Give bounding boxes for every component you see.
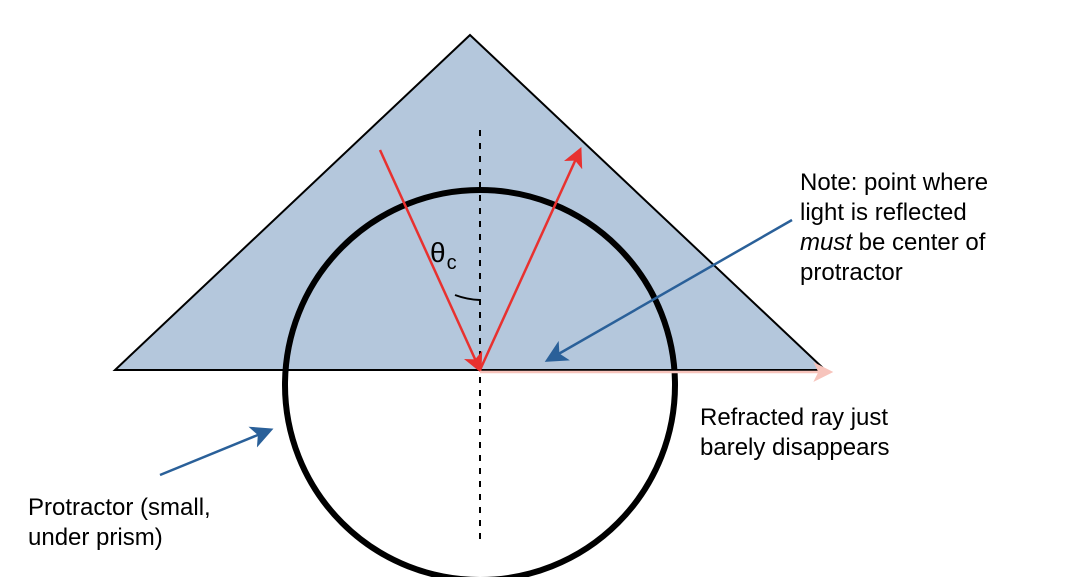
label-line: must be center of: [800, 229, 986, 256]
label-segment: be center of: [852, 229, 986, 256]
label-line: Refracted ray just: [700, 404, 888, 431]
label-line: light is reflected: [800, 199, 967, 226]
label-line: barely disappears: [700, 434, 889, 461]
label-segment: barely disappears: [700, 434, 889, 461]
refracted-label: Refracted ray just barely disappears: [700, 404, 889, 461]
protractor-label: Protractor (small, under prism): [28, 494, 211, 551]
label-segment: must: [800, 229, 853, 256]
label-line: protractor: [800, 259, 903, 286]
note-label: Note: point where light is reflected must …: [800, 169, 988, 286]
label-segment: Protractor (small,: [28, 494, 211, 521]
theta-sub: c: [447, 252, 457, 274]
label-line: Protractor (small,: [28, 494, 211, 521]
protractor-pointer-arrow: [160, 430, 270, 475]
label-segment: Refracted ray just: [700, 404, 888, 431]
label-segment: light is reflected: [800, 199, 967, 226]
label-line: under prism): [28, 524, 163, 551]
label-segment: protractor: [800, 259, 903, 286]
label-line: Note: point where: [800, 169, 988, 196]
label-segment: Note: point where: [800, 169, 988, 196]
theta-main: θ: [430, 237, 446, 268]
prism-triangle: [115, 35, 825, 370]
label-segment: under prism): [28, 524, 163, 551]
